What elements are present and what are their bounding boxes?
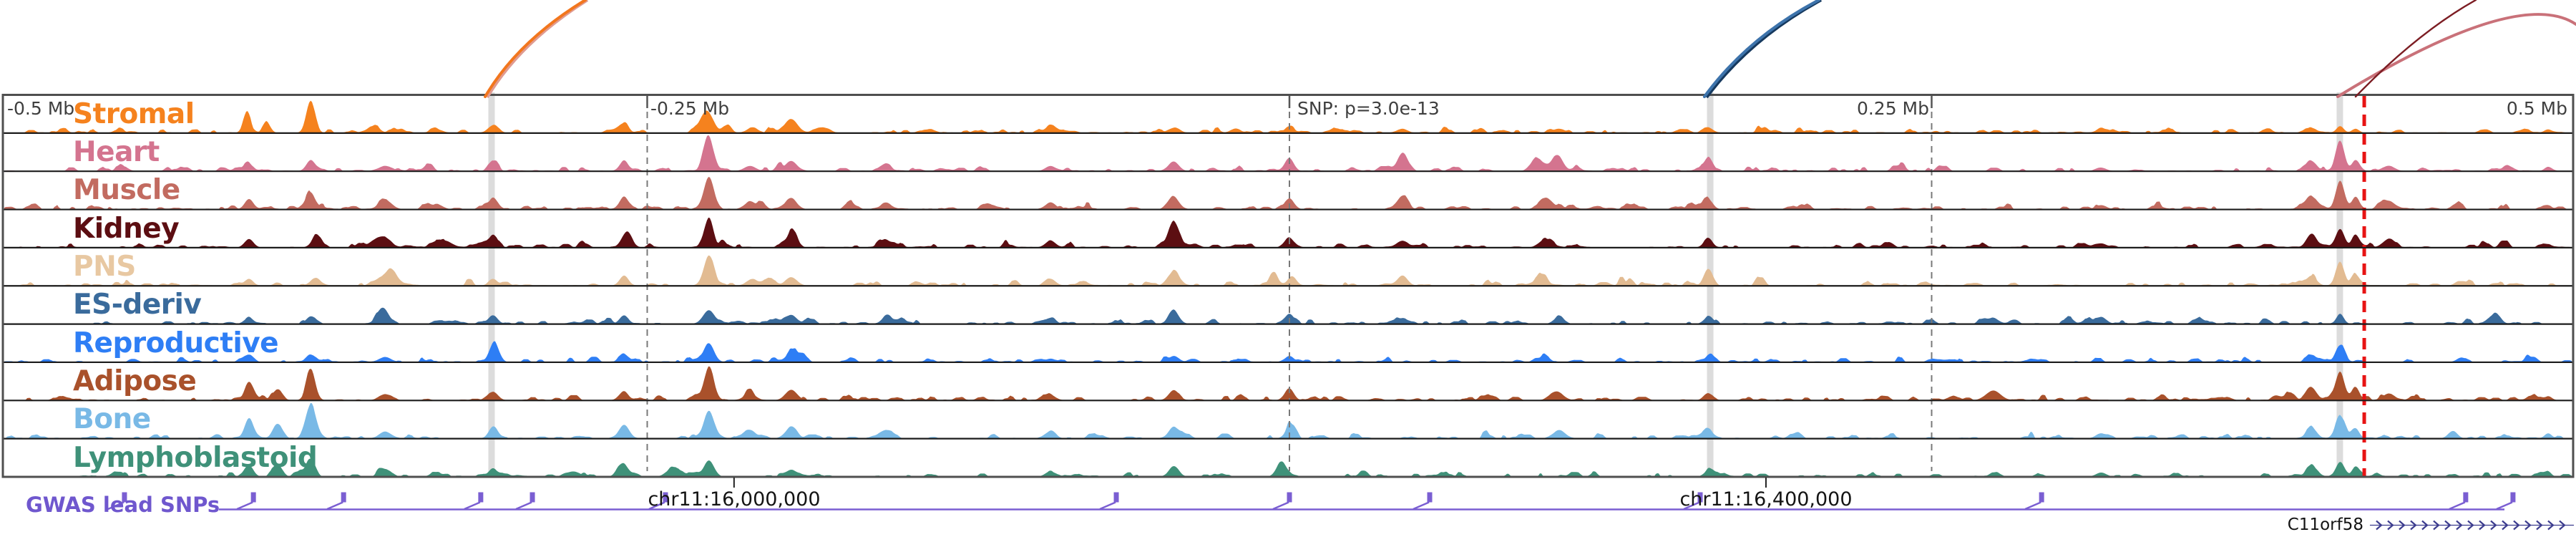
signal-track-muscle[interactable]	[4, 177, 2572, 210]
gwas-snp-tick[interactable]	[2463, 492, 2469, 503]
loop-left-orange-underlay	[486, 0, 589, 99]
axis-label-snp-pvalue: SNP: p=3.0e-13	[1297, 98, 1440, 119]
gene-direction-chevron-icon	[2433, 520, 2440, 531]
gene-direction-chevron-icon	[2444, 520, 2451, 531]
signal-tracks	[4, 100, 2572, 477]
track-label-lymphoblastoid: Lymphoblastoid	[73, 441, 318, 474]
gwas-snp-leader-line	[107, 501, 125, 511]
track-label-kidney: Kidney	[73, 212, 180, 245]
signal-track-reproductive[interactable]	[4, 341, 2572, 362]
signal-track-stromal[interactable]	[4, 100, 2572, 133]
axis-label-minus-025mb: -0.25 Mb	[650, 98, 730, 119]
gwas-snp-leader-line	[326, 501, 343, 511]
track-area-border	[1, 94, 2575, 478]
axis-label-plus-025mb: 0.25 Mb	[1856, 98, 1929, 119]
gwas-snp-tick[interactable]	[530, 492, 535, 503]
loop-mid-blue	[1702, 0, 1821, 99]
gwas-lead-snp-markers	[107, 492, 2516, 511]
gene-label-c11orf58: C11orf58	[2287, 516, 2363, 534]
gene-strand-arrows	[2369, 520, 2574, 531]
loop-right-pink	[2336, 13, 2576, 98]
gwas-snp-tick[interactable]	[1427, 492, 1433, 503]
track-label-es-deriv: ES-deriv	[73, 289, 202, 321]
signal-track-kidney[interactable]	[4, 217, 2572, 248]
gene-direction-chevron-icon	[2536, 520, 2543, 531]
track-label-reproductive: Reproductive	[73, 326, 279, 359]
loop-left-orange	[484, 0, 587, 98]
track-label-heart: Heart	[73, 135, 160, 168]
gwas-snp-leader-line	[2024, 501, 2041, 511]
gene-direction-chevron-icon	[2547, 520, 2555, 531]
track-label-adipose: Adipose	[73, 364, 197, 397]
chr-position-label-16400000: chr11:16,400,000	[1679, 488, 1853, 511]
gwas-snp-tick[interactable]	[1697, 492, 1703, 503]
gwas-snp-leader-line	[648, 501, 665, 511]
loop-right-maroon	[2354, 0, 2477, 98]
track-label-muscle: Muscle	[73, 174, 180, 207]
gene-direction-chevron-icon	[2410, 520, 2417, 531]
gwas-snp-tick[interactable]	[478, 492, 484, 503]
lane-borders	[1, 94, 2575, 478]
signal-track-adipose[interactable]	[4, 366, 2572, 401]
gene-direction-chevron-icon	[2513, 520, 2520, 531]
gwas-snp-leader-line	[515, 501, 532, 511]
gene-direction-chevron-icon	[2559, 520, 2566, 531]
gwas-snp-tick[interactable]	[2510, 492, 2516, 503]
signal-track-pns[interactable]	[4, 255, 2572, 286]
axis-label-plus-05mb: 0.5 Mb	[2506, 98, 2567, 119]
gene-direction-chevron-icon	[2387, 520, 2394, 531]
signal-track-heart[interactable]	[4, 135, 2572, 172]
gene-direction-chevron-icon	[2479, 520, 2486, 531]
gwas-snp-tick[interactable]	[1113, 492, 1119, 503]
gwas-snp-leader-line	[236, 501, 253, 511]
track-label-pns: PNS	[73, 250, 136, 283]
gwas-snp-leader-line	[1683, 501, 1700, 511]
gwas-snp-leader-line	[2496, 501, 2513, 511]
axis-label-minus-05mb: -0.5 Mb	[7, 98, 75, 119]
gwas-snp-leader-line	[1099, 501, 1116, 511]
loop-mid-blue-underlay	[1705, 0, 1823, 99]
track-label-stromal: Stromal	[73, 97, 195, 130]
gwas-lead-snps-label: GWAS lead SNPs	[26, 493, 220, 517]
gwas-snp-tick[interactable]	[250, 492, 256, 503]
gwas-snp-leader-line	[2449, 501, 2466, 511]
gene-direction-chevron-icon	[2502, 520, 2509, 531]
signal-track-bone[interactable]	[4, 402, 2572, 439]
signal-track-es-deriv[interactable]	[4, 307, 2572, 324]
track-label-bone: Bone	[73, 403, 151, 436]
chr-ruler-ticks	[733, 478, 1767, 488]
gwas-snp-tick[interactable]	[2039, 492, 2044, 503]
gene-direction-chevron-icon	[2467, 520, 2474, 531]
gwas-snp-leader-line	[464, 501, 481, 511]
gene-direction-chevron-icon	[2421, 520, 2429, 531]
signal-track-lymphoblastoid[interactable]	[4, 458, 2572, 477]
gene-direction-chevron-icon	[2399, 520, 2406, 531]
gene-direction-chevron-icon	[2456, 520, 2463, 531]
gene-direction-chevron-icon	[2376, 520, 2383, 531]
gwas-snp-leader-line	[1413, 501, 1430, 511]
gwas-snp-tick[interactable]	[341, 492, 346, 503]
gwas-snp-tick[interactable]	[1287, 492, 1292, 503]
chr-position-label-16000000: chr11:16,000,000	[648, 488, 821, 511]
gwas-snp-leader-line	[1272, 501, 1289, 511]
gwas-snp-tick[interactable]	[663, 492, 668, 503]
chromatin-loop-arcs	[484, 0, 2576, 99]
gene-direction-chevron-icon	[2524, 520, 2532, 531]
gene-direction-chevron-icon	[2490, 520, 2497, 531]
gwas-snp-tick[interactable]	[122, 492, 127, 503]
